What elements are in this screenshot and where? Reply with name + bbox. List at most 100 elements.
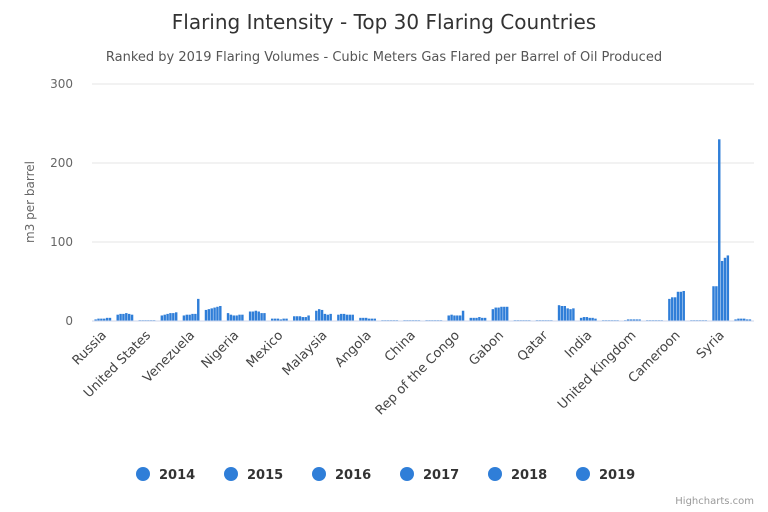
bar-oman-2014[interactable] (293, 316, 296, 321)
bar-colombia-2018[interactable] (745, 319, 749, 321)
bar-algeria-2015[interactable] (163, 314, 166, 321)
bar-rep-of-the-congo-2019[interactable] (461, 310, 465, 321)
bar-syria-2018[interactable] (723, 257, 727, 321)
bar-mexico-2016[interactable] (276, 318, 280, 321)
bar-russia-2018[interactable] (105, 317, 109, 321)
bar-mexico-2018[interactable] (282, 318, 285, 321)
bar-cameroon-2016[interactable] (673, 297, 677, 321)
bar-malaysia-2018[interactable] (326, 314, 330, 321)
bar-malaysia-2015[interactable] (317, 309, 321, 321)
bar-syria-2016[interactable] (718, 139, 721, 321)
bar-egypt-2016[interactable] (342, 313, 346, 321)
bar-india-2017[interactable] (588, 317, 591, 321)
bar-turkmenistan-2018[interactable] (569, 309, 572, 321)
bar-iran-2017[interactable] (213, 307, 216, 321)
bar-oman-2016[interactable] (298, 316, 302, 321)
bar-kazakhstan-2015[interactable] (472, 317, 475, 321)
bar-algeria-2016[interactable] (166, 313, 169, 321)
bar-angola-2015[interactable] (362, 317, 365, 321)
bar-venezuela-2017[interactable] (191, 313, 194, 321)
bar-malaysia-2014[interactable] (315, 310, 318, 321)
bar-rep-of-the-congo-2014[interactable] (447, 315, 450, 321)
legend-item-2016[interactable]: 2016 (312, 467, 371, 483)
bar-kazakhstan-2019[interactable] (483, 317, 487, 321)
bar-mexico-2014[interactable] (270, 318, 274, 321)
bar-iraq-2014[interactable] (116, 314, 119, 321)
bar-mexico-2015[interactable] (273, 318, 277, 321)
bar-nigeria-2015[interactable] (229, 314, 233, 321)
bar-turkmenistan-2019[interactable] (572, 308, 575, 321)
legend-item-2019[interactable]: 2019 (576, 467, 635, 483)
credits[interactable]: Highcharts.com (675, 496, 754, 507)
bar-libya-2016[interactable] (254, 310, 258, 321)
bar-oman-2018[interactable] (304, 317, 307, 321)
bar-algeria-2017[interactable] (169, 313, 172, 321)
bar-united-kingdom-2019[interactable] (638, 319, 641, 321)
bar-colombia-2017[interactable] (742, 318, 746, 321)
bar-colombia-2019[interactable] (748, 319, 752, 321)
legend-item-2015[interactable]: 2015 (224, 467, 283, 483)
bar-cameroon-2017[interactable] (676, 291, 680, 321)
bar-united-kingdom-2018[interactable] (635, 319, 638, 321)
bar-syria-2019[interactable] (726, 255, 730, 321)
bar-russia-2019[interactable] (108, 317, 112, 321)
bar-india-2014[interactable] (579, 317, 583, 321)
bar-gabon-2017[interactable] (500, 306, 503, 321)
bar-libya-2018[interactable] (260, 313, 263, 321)
bar-india-2018[interactable] (591, 317, 594, 321)
bar-syria-2017[interactable] (720, 260, 724, 321)
bar-india-2015[interactable] (582, 317, 586, 321)
bar-angola-2016[interactable] (364, 317, 368, 321)
bar-algeria-2019[interactable] (174, 312, 178, 321)
bar-rep-of-the-congo-2018[interactable] (458, 315, 462, 321)
bar-colombia-2014[interactable] (734, 319, 737, 321)
bar-united-kingdom-2015[interactable] (626, 319, 630, 321)
bar-cameroon-2014[interactable] (668, 298, 671, 321)
bar-united-kingdom-2017[interactable] (632, 319, 636, 321)
bar-rep-of-the-congo-2016[interactable] (453, 315, 456, 321)
bar-egypt-2018[interactable] (348, 314, 352, 321)
bar-iraq-2017[interactable] (125, 313, 128, 321)
bar-russia-2016[interactable] (100, 318, 103, 321)
bar-egypt-2017[interactable] (345, 314, 349, 321)
bar-kazakhstan-2018[interactable] (481, 317, 484, 321)
bar-nigeria-2018[interactable] (238, 314, 241, 321)
bar-gabon-2018[interactable] (503, 306, 506, 321)
bar-kazakhstan-2017[interactable] (478, 317, 481, 321)
bar-gabon-2019[interactable] (505, 306, 509, 321)
bar-colombia-2015[interactable] (737, 318, 740, 321)
bar-mexico-2019[interactable] (285, 318, 288, 321)
bar-syria-2015[interactable] (715, 286, 718, 321)
bar-malaysia-2017[interactable] (323, 313, 327, 321)
bar-libya-2019[interactable] (263, 313, 266, 321)
bar-venezuela-2019[interactable] (197, 298, 200, 321)
bar-russia-2017[interactable] (103, 318, 106, 321)
bar-libya-2017[interactable] (257, 311, 260, 321)
bar-cameroon-2018[interactable] (679, 291, 683, 321)
bar-nigeria-2014[interactable] (226, 313, 230, 321)
bar-angola-2017[interactable] (367, 318, 371, 321)
bar-libya-2015[interactable] (251, 311, 255, 321)
bar-oman-2019[interactable] (307, 315, 310, 321)
bar-angola-2019[interactable] (373, 318, 377, 321)
bar-gabon-2015[interactable] (494, 307, 497, 321)
bar-colombia-2016[interactable] (740, 318, 743, 321)
bar-gabon-2016[interactable] (497, 307, 500, 321)
bar-kazakhstan-2014[interactable] (469, 317, 472, 321)
bar-iraq-2015[interactable] (119, 313, 122, 321)
bar-venezuela-2014[interactable] (182, 315, 186, 321)
bar-turkmenistan-2017[interactable] (566, 308, 569, 321)
bar-turkmenistan-2014[interactable] (557, 305, 561, 321)
bar-egypt-2019[interactable] (351, 314, 354, 321)
bar-nigeria-2017[interactable] (235, 315, 238, 321)
bar-russia-2014[interactable] (94, 319, 97, 321)
bar-venezuela-2016[interactable] (188, 314, 191, 321)
bar-turkmenistan-2015[interactable] (560, 305, 564, 321)
bar-united-kingdom-2016[interactable] (629, 319, 633, 321)
bar-russia-2015[interactable] (97, 318, 100, 321)
bar-nigeria-2016[interactable] (232, 315, 236, 321)
bar-iraq-2019[interactable] (130, 314, 134, 321)
bar-algeria-2014[interactable] (160, 315, 164, 321)
bar-iraq-2016[interactable] (122, 313, 125, 321)
bar-rep-of-the-congo-2017[interactable] (456, 315, 459, 321)
